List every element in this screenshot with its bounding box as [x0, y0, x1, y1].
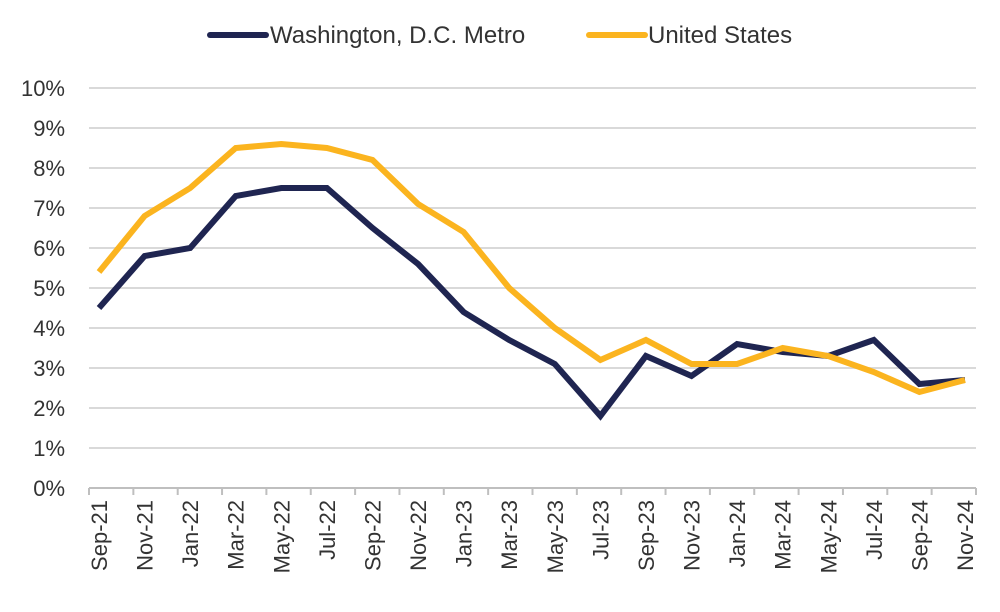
y-tick-label: 0% — [33, 476, 65, 501]
y-axis-tick-labels: 0% 1% 2% 3% 4% 5% 6% 7% 8% 9% 10% — [21, 76, 65, 501]
x-tick-label: Nov-24 — [953, 500, 978, 571]
legend: Washington, D.C. Metro United States — [207, 22, 792, 49]
x-tick-label: Mar-23 — [497, 500, 522, 570]
x-tick-label: Mar-22 — [224, 500, 249, 570]
y-tick-label: 1% — [33, 436, 65, 461]
x-tick-label: Jul-22 — [315, 500, 340, 560]
y-tick-label: 2% — [33, 396, 65, 421]
x-tick-label: May-24 — [816, 500, 841, 573]
legend-label-united-states: United States — [648, 22, 792, 49]
y-tick-label: 4% — [33, 316, 65, 341]
x-tick-label: Jan-24 — [725, 500, 750, 567]
y-tick-label: 3% — [33, 356, 65, 381]
x-tick-label: Nov-21 — [133, 500, 158, 571]
x-tick-label: Mar-24 — [771, 500, 796, 570]
y-tick-label: 10% — [21, 76, 65, 101]
legend-label-washington-dc-metro: Washington, D.C. Metro — [270, 22, 525, 49]
y-tick-label: 6% — [33, 236, 65, 261]
series-line-washington-d-c-metro — [96, 185, 966, 421]
x-tick-label: Jul-23 — [588, 500, 613, 560]
x-tick-label: May-22 — [269, 500, 294, 573]
x-tick-label: Sep-22 — [360, 500, 385, 571]
x-tick-label: Sep-24 — [907, 500, 932, 571]
x-tick-label: May-23 — [543, 500, 568, 573]
y-tick-label: 9% — [33, 116, 65, 141]
x-tick-label: Nov-22 — [406, 500, 431, 571]
y-tick-label: 8% — [33, 156, 65, 181]
series-line-united-states — [96, 140, 966, 396]
x-tick-label: Jan-23 — [452, 500, 477, 567]
x-tick-label: Nov-23 — [680, 500, 705, 571]
series-lines — [96, 140, 966, 421]
x-tick-label: Sep-23 — [634, 500, 659, 571]
x-tick-label: Jul-24 — [862, 500, 887, 560]
x-tick-label: Sep-21 — [87, 500, 112, 571]
gridlines — [89, 87, 976, 449]
x-tick-label: Jan-22 — [178, 500, 203, 567]
x-axis: Sep-21 Nov-21 Jan-22 Mar-22 May-22 Jul-22 Sep-… — [87, 487, 978, 573]
y-tick-label: 5% — [33, 276, 65, 301]
y-tick-label: 7% — [33, 196, 65, 221]
